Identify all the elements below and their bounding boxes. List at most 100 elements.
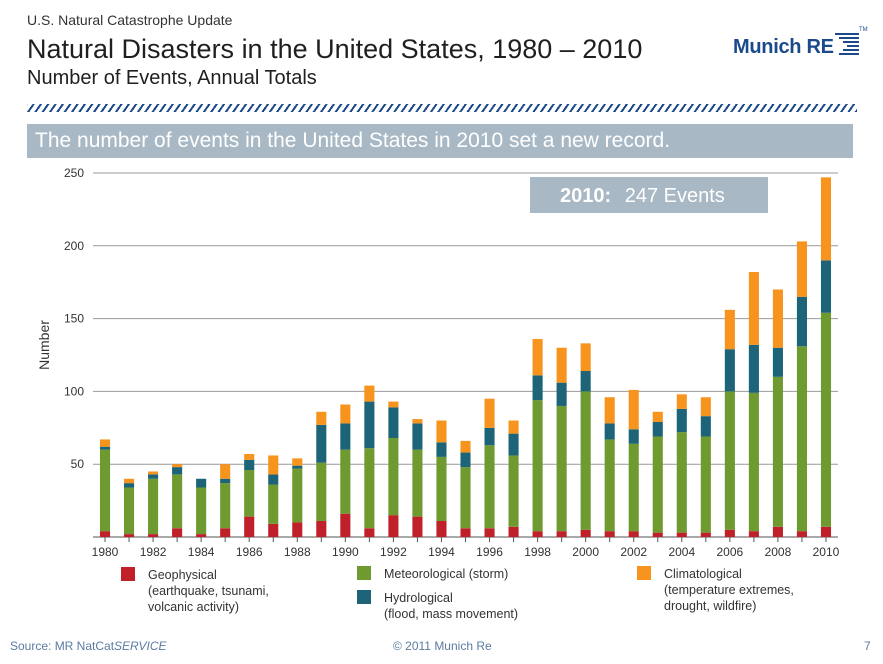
x-tick-label-1982: 1982 [140,545,167,559]
bar-2009-geophysical [796,531,807,537]
bar-1999-meteorological [556,405,567,532]
banner-text: The number of events in the United State… [35,129,671,152]
bar-1991-geophysical [364,528,375,537]
bar-2004-meteorological [676,432,687,533]
bar-2003-geophysical [652,532,663,537]
bar-1985-meteorological [220,483,231,529]
bar-1990-hydrological [340,423,351,450]
bar-1996-geophysical [484,528,495,537]
bar-2010-geophysical [820,526,832,537]
bar-1995-climatological [460,440,471,453]
legend-item-climatological: Climatological (temperature extremes, dr… [664,566,794,614]
x-tick-label-1984: 1984 [188,545,215,559]
svg-text:2010: 247 Events: 2010: 247 Events [560,185,725,207]
bar-1999-hydrological [556,382,567,406]
bar-1988-geophysical [292,522,303,537]
bar-2010-hydrological [820,260,832,313]
bar-1983-meteorological [172,474,183,529]
bar-1984-hydrological [196,478,207,488]
bar-1985-hydrological [220,478,231,484]
bar-2007-climatological [748,272,759,345]
x-tick-label-1998: 1998 [524,545,551,559]
bar-1990-climatological [340,404,351,424]
bar-1982-meteorological [148,478,159,535]
bar-1991-climatological [364,385,375,402]
bar-1994-meteorological [436,456,447,521]
bar-1991-hydrological [364,401,375,449]
bar-1990-geophysical [340,513,351,537]
legend-swatch-climatological [637,566,651,580]
bar-1982-hydrological [148,474,159,479]
bar-1995-hydrological [460,452,471,468]
bar-2006-meteorological [724,391,735,530]
bar-2004-climatological [676,394,687,409]
headline-banner: The number of events in the United State… [27,124,853,158]
bar-1981-meteorological [124,487,135,535]
bar-2003-meteorological [652,436,663,533]
x-tick-label-1988: 1988 [284,545,311,559]
bar-1987-geophysical [268,523,279,537]
legend-detail-climatological: (temperature extremes, drought, wildfire… [664,583,794,613]
legend-label-meteorological: Meteorological (storm) [384,567,509,581]
legend-swatch-hydrological [357,590,371,604]
bar-1997-climatological [508,420,519,434]
logo-text: Munich RE [733,36,834,58]
bar-2008-meteorological [772,376,783,527]
x-tick-label-1986: 1986 [236,545,263,559]
legend-label-geophysical: Geophysical [148,568,217,582]
y-tick-label-100: 100 [64,384,84,398]
bar-2008-geophysical [772,526,783,537]
bar-1981-climatological [124,478,135,484]
bar-1991-meteorological [364,448,375,529]
bar-1994-hydrological [436,442,447,457]
bar-1982-climatological [148,471,159,475]
kicker-text: U.S. Natural Catastrophe Update [27,12,233,28]
x-tick-label-1980: 1980 [92,545,119,559]
x-tick-label-2000: 2000 [572,545,599,559]
x-tick-label-1994: 1994 [428,545,455,559]
bar-1993-hydrological [412,423,423,450]
x-tick-label-1990: 1990 [332,545,359,559]
bar-2001-geophysical [604,531,615,537]
bar-1999-climatological [556,347,567,383]
bar-1997-hydrological [508,433,519,456]
y-tick-label-50: 50 [71,457,85,471]
bar-2002-climatological [628,389,639,430]
bar-1980-geophysical [99,531,111,537]
x-tick-label-1996: 1996 [476,545,503,559]
bar-1980-climatological [99,439,111,447]
bar-2000-climatological [580,343,591,372]
bar-2007-geophysical [748,531,759,537]
bar-1994-climatological [436,420,447,443]
bar-1988-hydrological [292,465,303,469]
logo-tm: TM [859,27,868,33]
bar-2010-meteorological [820,312,832,527]
callout-year: 2010: [560,185,611,207]
bar-1989-geophysical [316,520,327,537]
bar-2010-climatological [820,177,832,261]
bar-1986-meteorological [244,470,255,517]
bar-2002-meteorological [628,443,639,532]
bar-2008-climatological [772,289,783,348]
legend-detail-hydrological: (flood, mass movement) [384,607,519,621]
bar-1983-climatological [172,464,183,468]
bar-2000-meteorological [580,391,591,530]
bar-1980-hydrological [99,446,111,450]
bar-1989-climatological [316,411,327,425]
x-tick-label-1992: 1992 [380,545,407,559]
bar-1998-geophysical [532,531,543,537]
bar-1983-geophysical [172,528,183,537]
bar-2001-hydrological [604,423,615,440]
bar-2009-climatological [796,241,807,297]
legend-item-meteorological: Meteorological (storm) [384,566,508,582]
logo-mark-icon [835,33,859,55]
x-tick-label-2002: 2002 [620,545,647,559]
x-tick-label-2008: 2008 [765,545,792,559]
bar-1997-geophysical [508,526,519,537]
bar-1988-climatological [292,458,303,466]
bar-2008-hydrological [772,347,783,377]
bar-1982-geophysical [148,534,159,537]
bar-2005-hydrological [700,416,711,437]
bar-2002-geophysical [628,531,639,537]
bar-2009-hydrological [796,296,807,347]
